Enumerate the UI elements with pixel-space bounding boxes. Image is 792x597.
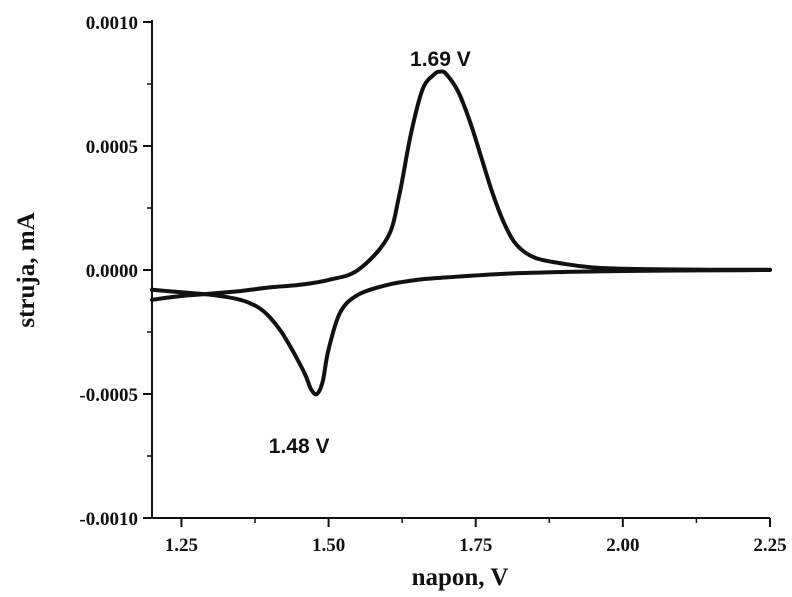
x-tick-label: 1.75 (459, 535, 492, 556)
x-tick-label: 1.50 (312, 535, 345, 556)
cathodic-scan-line (150, 268, 772, 397)
anodic-scan-line (150, 69, 772, 302)
reduction-peak-label: 1.48 V (269, 435, 330, 458)
y-tick-label: 0.0010 (86, 13, 138, 34)
y-tick-label: -0.0010 (79, 509, 138, 530)
y-axis-title: struja, mA (13, 212, 40, 327)
x-tick-label: 1.25 (165, 535, 198, 556)
y-tick-label: 0.0000 (86, 261, 138, 282)
plot-area: 0.0010 0.0005 0.0000 -0.0005 -0.0010 1.25 1.50… (79, 13, 786, 556)
oxidation-peak-label: 1.69 V (410, 48, 471, 71)
x-tick-label: 2.25 (753, 535, 786, 556)
x-axis-title: napon, V (412, 564, 509, 591)
y-tick-label: 0.0005 (86, 137, 138, 158)
y-tick-label: -0.0005 (79, 385, 138, 406)
x-tick-label: 2.00 (606, 535, 639, 556)
